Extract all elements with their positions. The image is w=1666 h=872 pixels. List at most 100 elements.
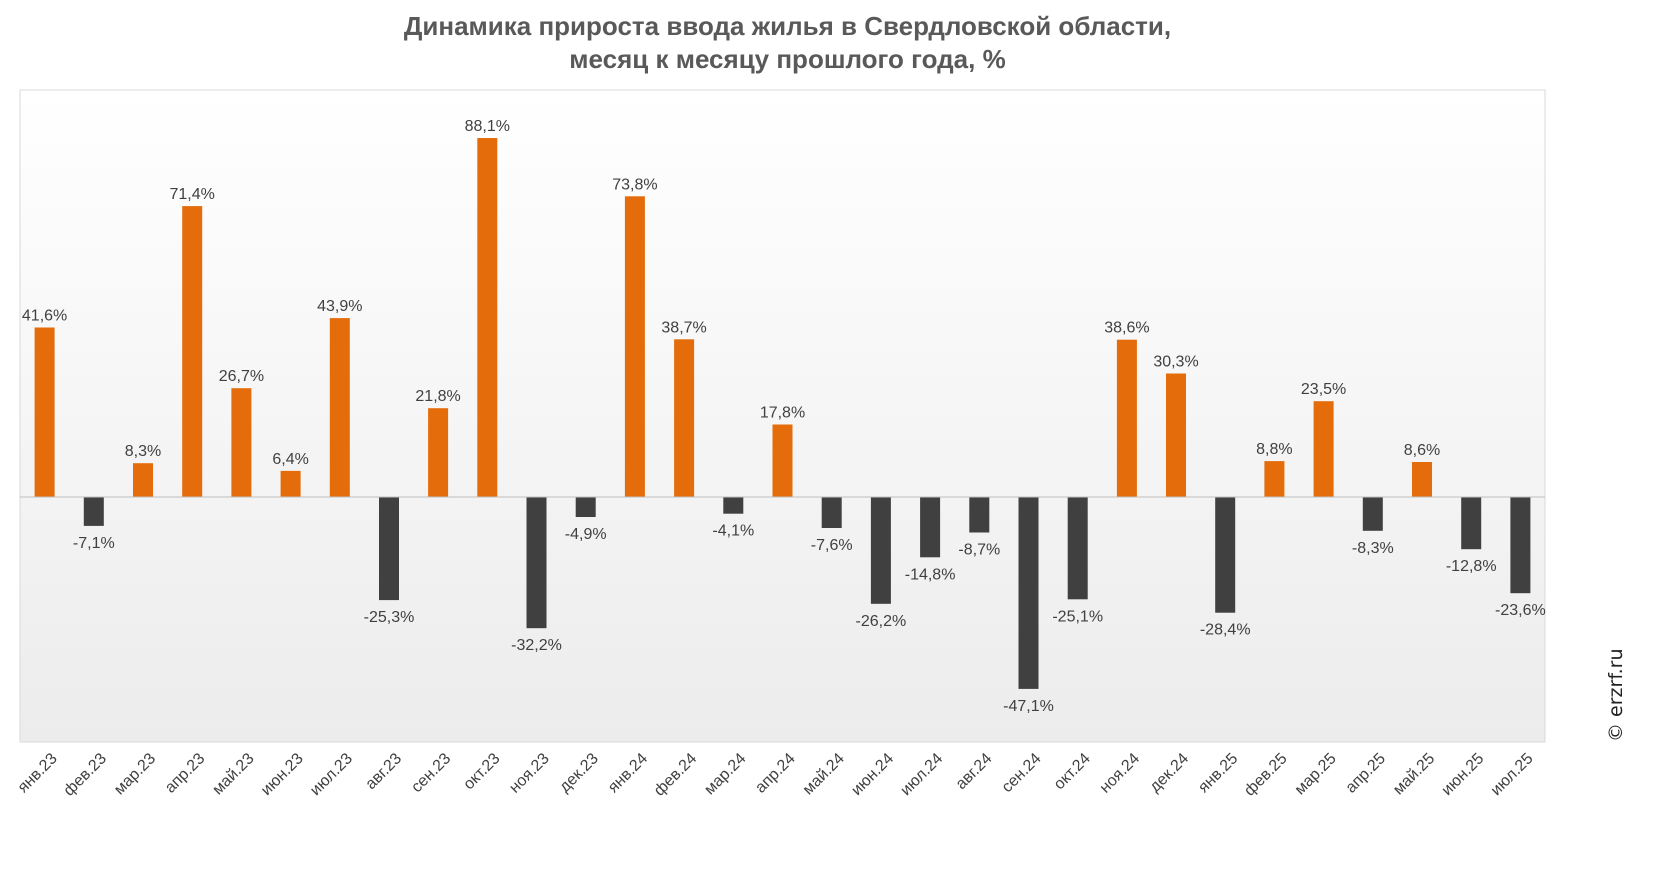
x-tick-label: июл.25 (1488, 750, 1537, 799)
x-tick-label: мар.25 (1292, 750, 1340, 798)
copyright-text: © erzrf.ru (1605, 648, 1627, 742)
bar-ноя.23 (526, 497, 547, 629)
bar-мар.23 (133, 463, 153, 497)
x-tick-label: дек.24 (1147, 750, 1193, 796)
bar-дек.24 (1166, 373, 1186, 497)
data-label: 23,5% (1301, 381, 1346, 398)
bar-июл.24 (920, 497, 941, 558)
data-label: 71,4% (170, 186, 215, 203)
x-tick-label: сен.23 (408, 750, 454, 796)
data-label: -8,3% (1352, 540, 1394, 557)
bar-окт.24 (1067, 497, 1088, 600)
bar-май.25 (1412, 462, 1432, 497)
x-tick-label: июл.24 (897, 750, 946, 799)
x-tick-label: дек.23 (556, 750, 602, 796)
x-tick-label: июн.24 (848, 750, 897, 799)
bar-янв.25 (1215, 497, 1236, 613)
data-label: 8,6% (1404, 442, 1440, 459)
x-tick-label: фев.25 (1241, 750, 1290, 799)
data-label: 6,4% (272, 451, 308, 468)
bar-янв.24 (624, 196, 645, 498)
bar-фев.23 (83, 497, 104, 526)
bar-окт.23 (477, 138, 498, 497)
bar-июн.23 (280, 470, 301, 497)
data-label: 73,8% (612, 176, 657, 193)
data-labels-group: 41,6% -7,1% 8,3% 71,4% 26,7% 6,4% 43,9% -25,3% 2… (22, 118, 1546, 715)
bar-апр.25 (1362, 497, 1383, 531)
x-tick-label: май.23 (209, 750, 257, 798)
x-tick-label: июн.25 (1439, 750, 1488, 799)
x-tick-label: авг.23 (362, 750, 405, 793)
data-label: -7,1% (73, 535, 115, 552)
data-label: 43,9% (317, 298, 362, 315)
x-tick-label: фев.24 (651, 750, 700, 799)
data-label: -47,1% (1003, 698, 1054, 715)
chart-title-line-1: Динамика прироста ввода жилья в Свердлов… (403, 11, 1172, 41)
data-label: 41,6% (22, 308, 67, 325)
bar-май.23 (231, 388, 252, 497)
bar-авг.23 (379, 497, 399, 601)
data-label: -12,8% (1446, 558, 1497, 575)
bar-май.24 (821, 497, 842, 528)
x-tick-label: мар.24 (701, 750, 749, 798)
x-tick-label: май.25 (1390, 750, 1438, 798)
bar-апр.24 (772, 424, 793, 497)
x-tick-label: авг.24 (953, 750, 996, 793)
x-tick-label: фев.23 (61, 750, 110, 799)
bar-ноя.24 (1116, 339, 1137, 497)
data-label: -7,6% (811, 537, 853, 554)
data-label: -25,1% (1052, 608, 1103, 625)
bar-мар.24 (723, 497, 744, 514)
x-tick-label: апр.23 (162, 750, 209, 797)
data-label: 38,7% (661, 319, 706, 336)
data-label: 21,8% (415, 388, 460, 405)
bar-сен.24 (1018, 497, 1039, 689)
x-tick-label: май.24 (800, 750, 848, 798)
data-label: -4,1% (712, 523, 754, 540)
plot-area (19, 89, 1546, 743)
x-tick-label: апр.25 (1343, 750, 1390, 797)
bar-дек.23 (575, 497, 596, 517)
x-tick-label: ноя.24 (1097, 750, 1143, 796)
data-label: 8,8% (1256, 441, 1292, 458)
data-label: 8,3% (125, 443, 161, 460)
bar-июн.25 (1461, 497, 1482, 550)
bar-июл.23 (329, 318, 350, 497)
x-tick-label: окт.24 (1051, 750, 1094, 793)
bar-авг.24 (969, 497, 990, 533)
bar-мар.25 (1313, 401, 1334, 497)
x-tick-label: ноя.23 (506, 750, 552, 796)
data-label: -25,3% (364, 609, 415, 626)
bar-сен.23 (428, 408, 449, 497)
bar-июн.24 (870, 497, 891, 604)
data-label: -14,8% (905, 566, 956, 583)
bar-июл.25 (1510, 497, 1531, 594)
data-label: -4,9% (565, 526, 607, 543)
data-label: 30,3% (1153, 354, 1198, 371)
x-tick-label: мар.23 (111, 750, 159, 798)
bar-апр.23 (182, 206, 203, 497)
chart-title: Динамика прироста ввода жилья в Свердлов… (0, 10, 1575, 76)
x-tick-label: сен.24 (999, 750, 1045, 796)
x-tick-label: янв.25 (1195, 750, 1241, 796)
data-label: -23,6% (1495, 602, 1546, 619)
bar-фев.25 (1264, 461, 1285, 497)
data-label: 88,1% (465, 118, 510, 135)
data-label: -26,2% (856, 613, 907, 630)
chart-title-line-2: месяц к месяцу прошлого года, % (569, 44, 1006, 74)
data-label: 38,6% (1104, 320, 1149, 337)
x-tick-label: янв.24 (605, 750, 651, 796)
data-label: -8,7% (958, 542, 1000, 559)
x-tick-label: янв.23 (15, 750, 61, 796)
x-axis-labels-group: янв.23 фев.23 мар.23 апр.23 май.23 июн.23 июл.… (15, 750, 1537, 799)
x-tick-label: июл.23 (307, 750, 356, 799)
data-label: -32,2% (511, 637, 562, 654)
data-label: 26,7% (219, 368, 264, 385)
bar-фев.24 (674, 339, 695, 497)
bars-group (34, 138, 1531, 689)
x-tick-label: апр.24 (752, 750, 799, 797)
bar-янв.23 (34, 327, 55, 497)
data-label: -28,4% (1200, 622, 1251, 639)
x-tick-label: окт.23 (460, 750, 503, 793)
